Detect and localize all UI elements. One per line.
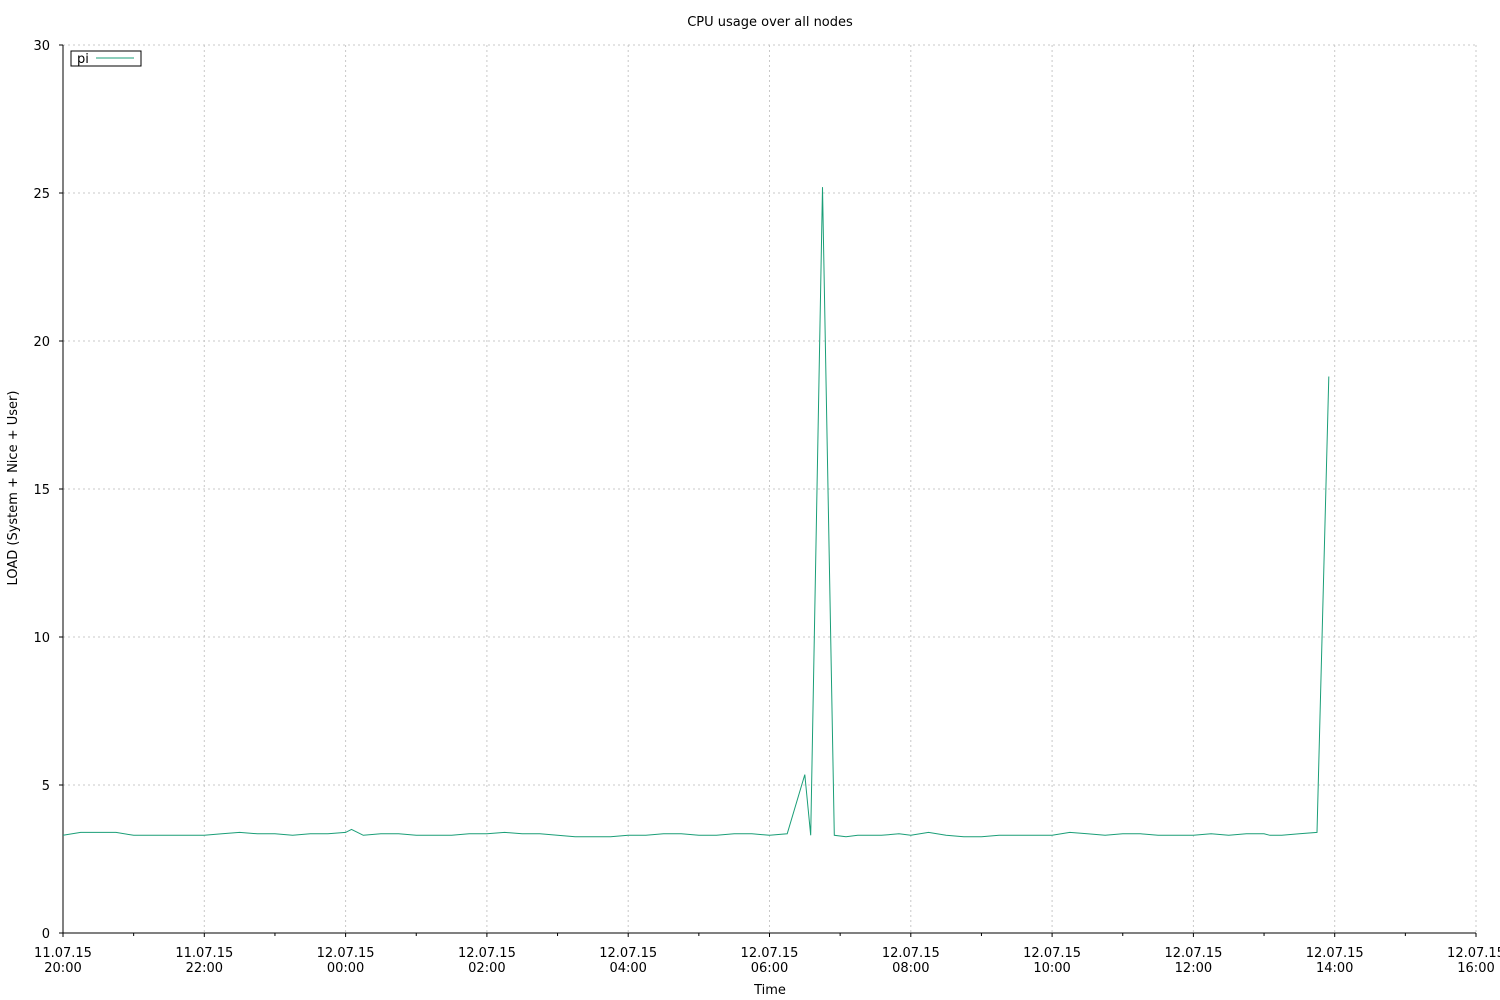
x-tick-label-date: 12.07.15: [599, 946, 657, 961]
x-axis-ticks: 11.07.1520:0011.07.1522:0012.07.1500:001…: [34, 933, 1500, 976]
grid-lines: [63, 44, 1477, 933]
y-tick-label: 30: [33, 39, 50, 54]
x-tick-label-date: 12.07.15: [1306, 946, 1364, 961]
x-tick-label-time: 10:00: [1033, 961, 1070, 976]
x-tick-label-time: 22:00: [186, 961, 223, 976]
x-tick-label-date: 12.07.15: [882, 946, 940, 961]
x-tick-label-time: 12:00: [1175, 961, 1212, 976]
y-axis-title: LOAD (System + Nice + User): [6, 391, 21, 586]
x-tick-label-time: 08:00: [892, 961, 929, 976]
x-tick-label-date: 11.07.15: [34, 946, 92, 961]
x-tick-label-date: 11.07.15: [175, 946, 233, 961]
y-tick-label: 5: [42, 779, 50, 794]
x-tick-label-time: 04:00: [609, 961, 646, 976]
x-tick-label-time: 00:00: [327, 961, 364, 976]
y-axis-ticks: 0 5 10 15 20 25 30: [33, 39, 63, 942]
legend: pi: [70, 50, 142, 67]
y-tick-label: 10: [33, 631, 50, 646]
legend-entry-pi-label: pi: [77, 52, 89, 67]
x-tick-label-date: 12.07.15: [1447, 946, 1500, 961]
chart-title: CPU usage over all nodes: [687, 15, 853, 30]
x-tick-label-time: 14:00: [1316, 961, 1353, 976]
x-tick-label-date: 12.07.15: [1023, 946, 1081, 961]
x-tick-label-date: 12.07.15: [317, 946, 375, 961]
series-layer: [62, 187, 1330, 838]
x-tick-label-time: 16:00: [1457, 961, 1494, 976]
x-axis-title: Time: [753, 983, 786, 998]
x-tick-label-time: 06:00: [751, 961, 788, 976]
y-tick-label: 15: [33, 483, 50, 498]
x-tick-label-date: 12.07.15: [1164, 946, 1222, 961]
x-tick-label-time: 20:00: [44, 961, 81, 976]
y-tick-label: 20: [33, 335, 50, 350]
series-line-pi: [62, 187, 1330, 838]
x-tick-label-time: 02:00: [468, 961, 505, 976]
y-tick-label: 25: [33, 187, 50, 202]
y-tick-label: 0: [42, 927, 50, 942]
x-tick-label-date: 12.07.15: [741, 946, 799, 961]
x-tick-label-date: 12.07.15: [458, 946, 516, 961]
